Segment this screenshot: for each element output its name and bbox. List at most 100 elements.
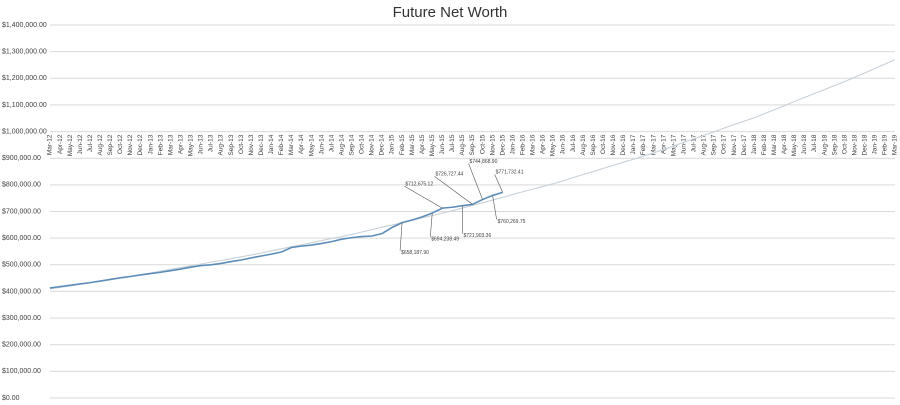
x-tick-label: Oct-17 xyxy=(721,134,728,154)
y-tick-label: $300,000.00 xyxy=(2,315,41,322)
data-label: $694,238.49 xyxy=(431,236,459,242)
x-tick-label: Feb-17 xyxy=(640,134,647,155)
x-tick-label: Apr-13 xyxy=(177,134,184,154)
x-tick-label: Feb-15 xyxy=(399,134,406,155)
x-tick-label: Jul-18 xyxy=(811,134,818,152)
x-tick-label: Dec-13 xyxy=(258,134,265,155)
x-tick-label: Nov-12 xyxy=(127,134,134,155)
x-tick-label: Aug-12 xyxy=(97,134,104,155)
x-tick-label: Jun-14 xyxy=(318,134,325,154)
x-tick-label: Dec-14 xyxy=(379,134,386,155)
x-tick-label: Apr-12 xyxy=(57,134,64,154)
x-tick-label: Nov-15 xyxy=(489,134,496,155)
x-tick-label: Feb-16 xyxy=(520,134,527,155)
y-tick-label: $1,200,000.00 xyxy=(2,75,47,82)
x-tick-label: Aug-17 xyxy=(701,134,708,155)
y-tick-label: $100,000.00 xyxy=(2,368,41,375)
x-tick-label: Oct-14 xyxy=(359,134,366,154)
x-tick-label: Jul-12 xyxy=(87,134,94,152)
x-tick-label: Mar-16 xyxy=(530,134,537,155)
y-tick-label: $1,000,000.00 xyxy=(2,128,47,135)
x-tick-label: Apr-16 xyxy=(540,134,547,154)
y-tick-label: $400,000.00 xyxy=(2,288,41,295)
x-tick-label: Jul-14 xyxy=(328,134,335,152)
x-tick-label: Oct-16 xyxy=(600,134,607,154)
x-tick-label: May-14 xyxy=(308,134,315,156)
y-tick-label: $500,000.00 xyxy=(2,262,41,269)
x-tick-label: Jan-14 xyxy=(268,134,275,154)
y-tick-label: $200,000.00 xyxy=(2,342,41,349)
x-tick-label: Jun-18 xyxy=(801,134,808,154)
series-line xyxy=(49,191,503,289)
x-tick-label: Sep-17 xyxy=(711,134,718,155)
x-tick-label: Jun-16 xyxy=(560,134,567,154)
leader-line xyxy=(468,163,483,200)
x-tick-label: Jun-17 xyxy=(680,134,687,154)
x-tick-label: Aug-18 xyxy=(821,134,828,155)
x-tick-label: Apr-17 xyxy=(660,134,667,154)
x-tick-label: Jan-13 xyxy=(147,134,154,154)
x-tick-label: Jul-17 xyxy=(691,134,698,152)
x-tick-label: Aug-14 xyxy=(338,134,345,155)
data-label: $760,269.75 xyxy=(498,219,526,225)
x-tick-label: Nov-16 xyxy=(610,134,617,155)
x-tick-label: Mar-19 xyxy=(892,134,899,155)
y-tick-label: $1,100,000.00 xyxy=(2,102,47,109)
x-tick-label: Jan-15 xyxy=(389,134,396,154)
data-label: $712,675.12 xyxy=(405,181,433,187)
leader-line xyxy=(429,213,433,238)
x-tick-label: Nov-14 xyxy=(369,134,376,155)
x-tick-label: Jan-19 xyxy=(872,134,879,154)
x-tick-label: May-12 xyxy=(67,134,74,156)
x-tick-label: Jul-15 xyxy=(449,134,456,152)
x-tick-label: Jun-15 xyxy=(439,134,446,154)
x-tick-label: Nov-13 xyxy=(248,134,255,155)
y-tick-label: $600,000.00 xyxy=(2,235,41,242)
x-tick-label: Aug-13 xyxy=(218,134,225,155)
y-tick-label: $1,300,000.00 xyxy=(2,48,47,55)
x-tick-label: Dec-12 xyxy=(137,134,144,155)
leader-line xyxy=(494,174,503,193)
x-tick-label: Aug-15 xyxy=(459,134,466,155)
y-tick-label: $0.00 xyxy=(2,395,20,402)
x-tick-label: Feb-18 xyxy=(761,134,768,155)
leader-line xyxy=(434,176,473,205)
x-tick-label: May-17 xyxy=(670,134,677,156)
data-label: $721,903.36 xyxy=(463,233,491,239)
x-tick-label: Mar-12 xyxy=(47,134,54,155)
x-tick-label: Dec-18 xyxy=(862,134,869,155)
y-tick-label: $700,000.00 xyxy=(2,208,41,215)
x-tick-label: Feb-14 xyxy=(278,134,285,155)
x-tick-label: May-15 xyxy=(429,134,436,156)
x-tick-label: Nov-17 xyxy=(731,134,738,155)
leader-line xyxy=(404,185,443,209)
x-tick-label: Dec-16 xyxy=(620,134,627,155)
x-tick-label: Apr-18 xyxy=(781,134,788,154)
x-tick-label: Apr-14 xyxy=(298,134,305,154)
x-tick-label: Mar-17 xyxy=(650,134,657,155)
data-label: $771,732.41 xyxy=(496,170,524,176)
x-tick-label: Aug-16 xyxy=(580,134,587,155)
x-tick-label: Sep-18 xyxy=(831,134,838,155)
x-tick-label: Sep-14 xyxy=(349,134,356,155)
x-tick-label: Sep-16 xyxy=(590,134,597,155)
data-label: $658,187.90 xyxy=(401,250,429,256)
x-tick-label: Mar-15 xyxy=(409,134,416,155)
x-tick-label: Sep-12 xyxy=(107,134,114,155)
x-tick-label: Feb-13 xyxy=(157,134,164,155)
x-tick-label: Jun-12 xyxy=(77,134,84,154)
data-label: $744,868.90 xyxy=(470,159,498,165)
x-tick-label: Oct-12 xyxy=(117,134,124,154)
y-tick-label: $800,000.00 xyxy=(2,182,41,189)
x-tick-label: Jan-18 xyxy=(751,134,758,154)
leader-line xyxy=(492,195,497,220)
x-tick-label: Mar-14 xyxy=(288,134,295,155)
x-tick-label: Sep-15 xyxy=(469,134,476,155)
x-tick-label: Dec-15 xyxy=(499,134,506,155)
series-line xyxy=(49,59,896,290)
x-tick-label: May-16 xyxy=(550,134,557,156)
data-label: $726,727.44 xyxy=(436,172,464,178)
x-tick-label: Oct-13 xyxy=(238,134,245,154)
x-tick-label: Jun-13 xyxy=(198,134,205,154)
